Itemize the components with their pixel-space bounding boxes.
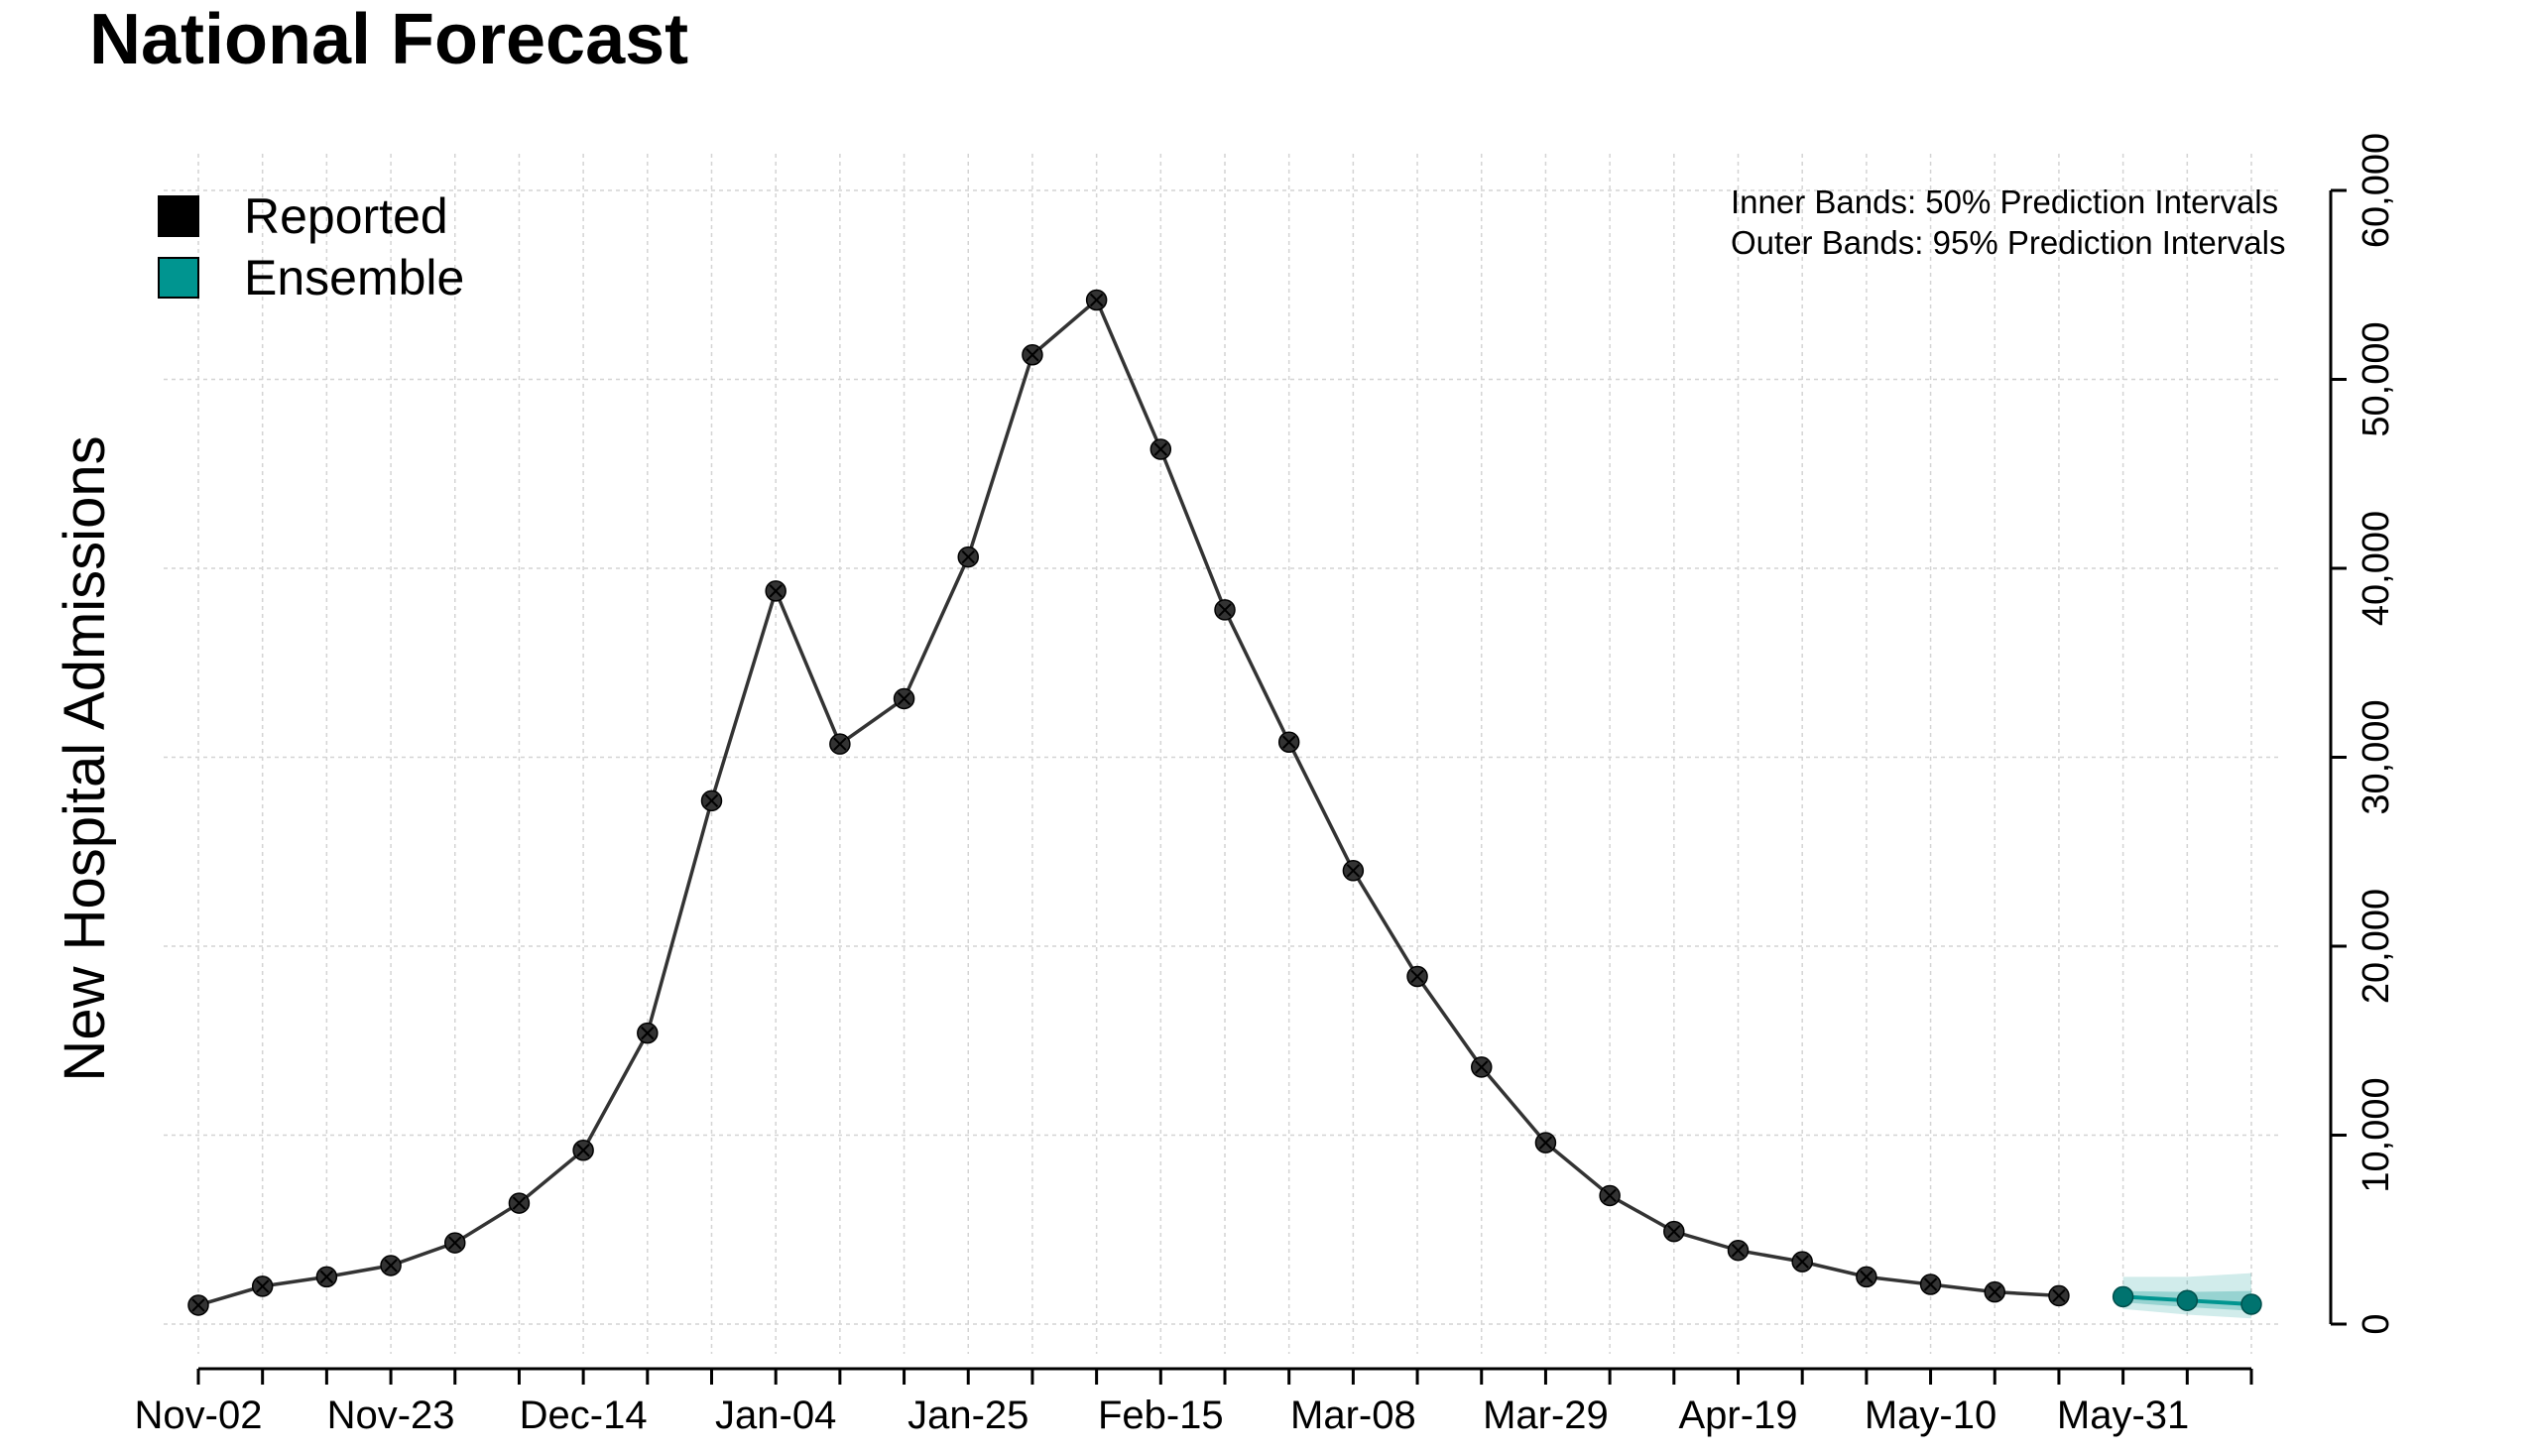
point-mark [1860,1270,1874,1284]
point-mark [961,549,975,564]
legend-swatch-reported [158,195,199,237]
point-mark [576,1144,590,1157]
y-tick-label: 50,000 [2356,321,2397,436]
point-mark [1731,1243,1746,1258]
annotation-line: Inner Bands: 50% Prediction Intervals [1731,183,2278,220]
point-mark [1089,293,1104,307]
point-mark [1218,603,1232,617]
point-mark [1410,969,1424,984]
x-tick-label: Jan-25 [907,1394,1028,1437]
legend: Reported Ensemble [158,188,464,305]
x-tick-label: May-10 [1865,1394,1996,1437]
data-point-ensemble [2176,1289,2199,1311]
y-tick-label: 40,000 [2356,511,2397,626]
point-mark [1026,348,1039,362]
x-tick-label: Nov-23 [327,1394,455,1437]
point-mark [1346,864,1361,878]
axes: Nov-02 Nov-23 Dec-14 Jan-04 Jan-25 Feb-15 Mar-… [135,133,2397,1437]
x-tick-label: Jan-04 [715,1394,836,1437]
point-mark [255,1279,270,1293]
series-points [187,289,2262,1316]
data-point-ensemble [2112,1285,2134,1308]
point-mark [769,584,783,598]
legend-swatch-ensemble [158,257,199,299]
point-mark [1538,1136,1553,1150]
grid [164,154,2281,1354]
y-axis-label: New Hospital Admissions [53,435,117,1081]
point-mark [1153,442,1168,456]
x-tick-label: Nov-02 [135,1394,263,1437]
point-mark [1475,1060,1489,1074]
point-mark [384,1259,398,1273]
y-tick-label: 0 [2356,1313,2397,1334]
point-mark [1667,1224,1681,1239]
point-mark [2052,1288,2066,1303]
point-mark [1795,1255,1809,1269]
x-tick-label: Mar-08 [1290,1394,1416,1437]
y-tick-label: 30,000 [2356,699,2397,814]
band-annotation: Inner Bands: 50% Prediction Intervals Out… [1731,183,2285,261]
point-mark [833,737,847,751]
point-mark [1988,1284,2001,1299]
data-point-ensemble [2240,1293,2262,1315]
x-tick-label: May-31 [2057,1394,2189,1437]
legend-label-ensemble: Ensemble [244,250,464,305]
legend-label-reported: Reported [244,188,448,244]
point-mark [641,1026,655,1040]
point-mark [448,1236,462,1250]
annotation-line: Outer Bands: 95% Prediction Intervals [1731,224,2285,261]
x-tick-label: Mar-29 [1483,1394,1609,1437]
y-tick-label: 60,000 [2356,133,2397,248]
x-tick-label: Feb-15 [1098,1394,1224,1437]
point-mark [1281,735,1296,749]
y-tick-label: 10,000 [2356,1077,2397,1192]
point-mark [319,1270,334,1284]
point-mark [191,1298,205,1312]
point-mark [704,793,719,808]
point-mark [512,1196,527,1210]
point-mark [1603,1188,1617,1203]
x-tick-label: Apr-19 [1678,1394,1797,1437]
x-tick-label: Dec-14 [520,1394,648,1437]
series-line-reported [197,297,2060,1307]
point-mark [897,691,911,706]
point-mark [1923,1277,1938,1291]
y-tick-label: 20,000 [2356,889,2397,1004]
chart-title: National Forecast [89,0,688,79]
